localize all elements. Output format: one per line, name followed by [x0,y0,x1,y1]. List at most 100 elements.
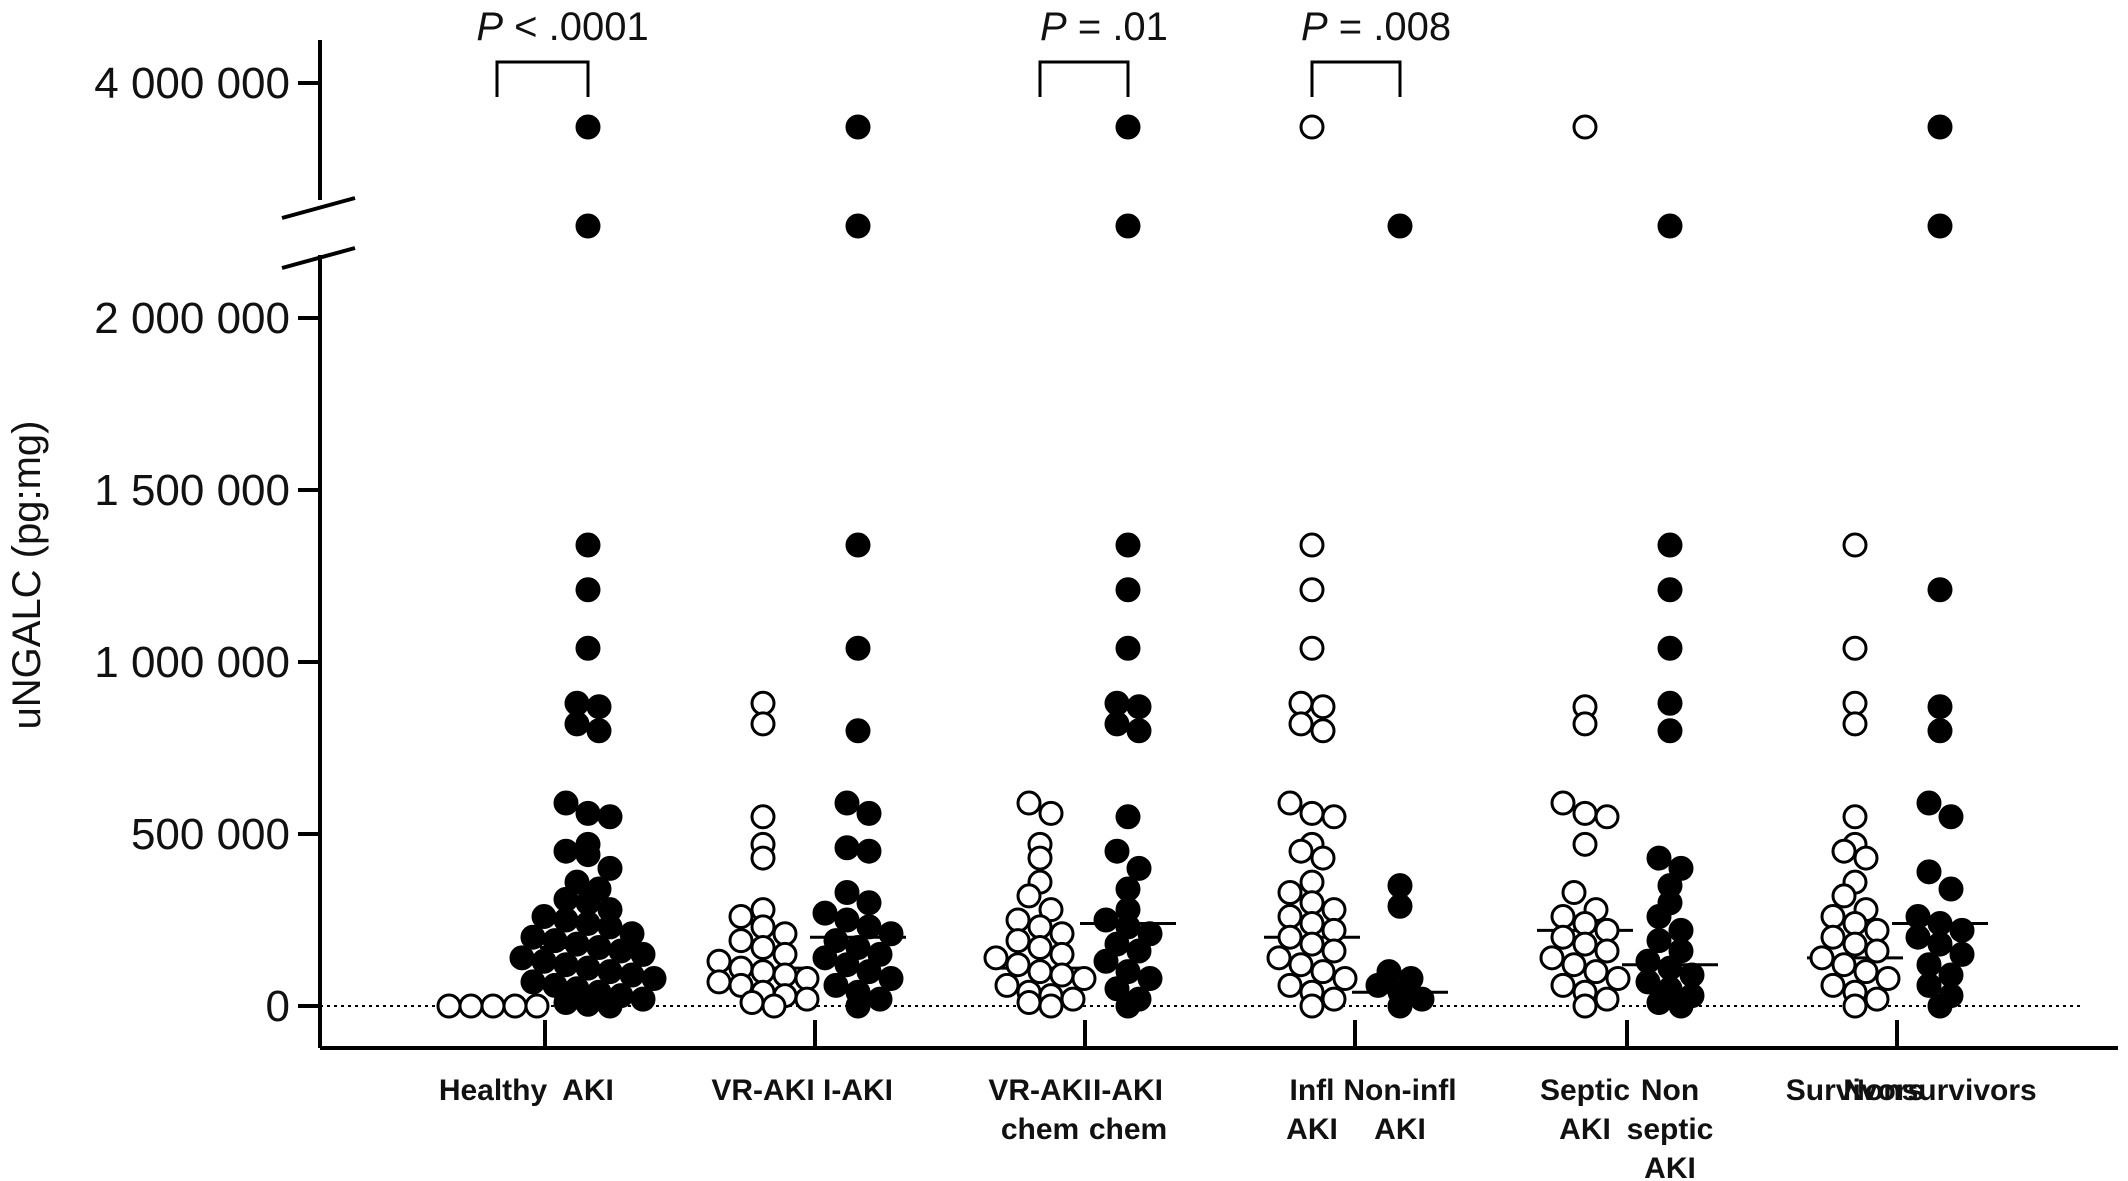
data-point [575,577,601,603]
axis-break-mark-upper [281,196,356,220]
data-point [1842,690,1868,716]
data-point [520,924,546,950]
data-point [1060,986,1086,1012]
data-point [1646,928,1672,954]
data-point [1310,694,1336,720]
data-point [1842,532,1868,558]
y-tick-label: 1 000 000 [94,638,290,687]
p-value-label: P = .008 [1301,5,1451,49]
data-point [1115,577,1141,603]
data-point [1277,790,1303,816]
data-point [1387,213,1413,239]
data-point [586,694,612,720]
data-point [1299,993,1325,1019]
data-point [1842,635,1868,661]
data-point [1104,976,1130,1002]
data-point [1387,993,1413,1019]
data-point [1938,804,1964,830]
axes [281,40,2118,1050]
data-point [597,993,623,1019]
data-point [728,904,754,930]
data-point [1916,972,1942,998]
data-point [1115,914,1141,940]
data-point [1005,952,1031,978]
data-point [1071,965,1097,991]
data-point [1310,959,1336,985]
data-point [1927,213,1953,239]
data-point [1657,635,1683,661]
data-point [834,835,860,861]
data-point [1539,945,1565,971]
data-point [553,907,579,933]
data-point [575,532,601,558]
data-point [1668,855,1694,881]
data-point [597,959,623,985]
data-point [1277,904,1303,930]
data-point [1572,711,1598,737]
data-point [1550,972,1576,998]
data-point [1277,972,1303,998]
data-point [1864,917,1890,943]
x-category-label: AKI [562,1074,614,1107]
data-point [1016,990,1042,1016]
data-point [1949,941,1975,967]
data-point [1104,690,1130,716]
data-point [586,935,612,961]
data-point [1049,921,1075,947]
data-point [856,914,882,940]
x-category-label: Non [1641,1074,1699,1107]
data-point [458,993,484,1019]
data-point [1299,635,1325,661]
data-point [1916,790,1942,816]
data-point [1831,952,1857,978]
data-point [739,990,765,1016]
data-point [1115,635,1141,661]
data-point [1842,711,1868,737]
data-point [1115,213,1141,239]
data-point [531,904,557,930]
data-point [1288,952,1314,978]
data-point [1288,690,1314,716]
data-point [1657,577,1683,603]
x-category-label: chem [1001,1113,1079,1146]
data-point [1635,948,1661,974]
data-point [761,993,787,1019]
significance-bracket [1038,60,1130,97]
data-point [553,990,579,1016]
data-point [706,948,732,974]
data-point [1387,893,1413,919]
data-point [1927,577,1953,603]
data-point [1668,917,1694,943]
data-point [1583,959,1609,985]
data-point [983,945,1009,971]
data-point [1365,972,1391,998]
x-category-label: VR-AKI [988,1074,1091,1107]
data-point [1842,910,1868,936]
data-point [1864,986,1890,1012]
data-point [1115,993,1141,1019]
data-point [1115,876,1141,902]
data-point [728,928,754,954]
data-point [1332,965,1358,991]
data-point [1646,904,1672,930]
data-point [794,965,820,991]
data-point [1949,917,1975,943]
data-point [641,965,667,991]
data-point [1104,711,1130,737]
data-point [772,962,798,988]
data-point [1561,952,1587,978]
data-point [845,114,871,140]
y-tick-label: 0 [266,982,290,1031]
data-point [1288,711,1314,737]
median-lines [445,921,1988,1008]
data-point [1646,845,1672,871]
x-category-label: Non-infl [1343,1074,1456,1107]
data-point [834,790,860,816]
data-point [1299,577,1325,603]
data-point [597,914,623,940]
data-point [856,838,882,864]
data-point [1657,955,1683,981]
data-point [564,869,590,895]
data-point [1104,838,1130,864]
